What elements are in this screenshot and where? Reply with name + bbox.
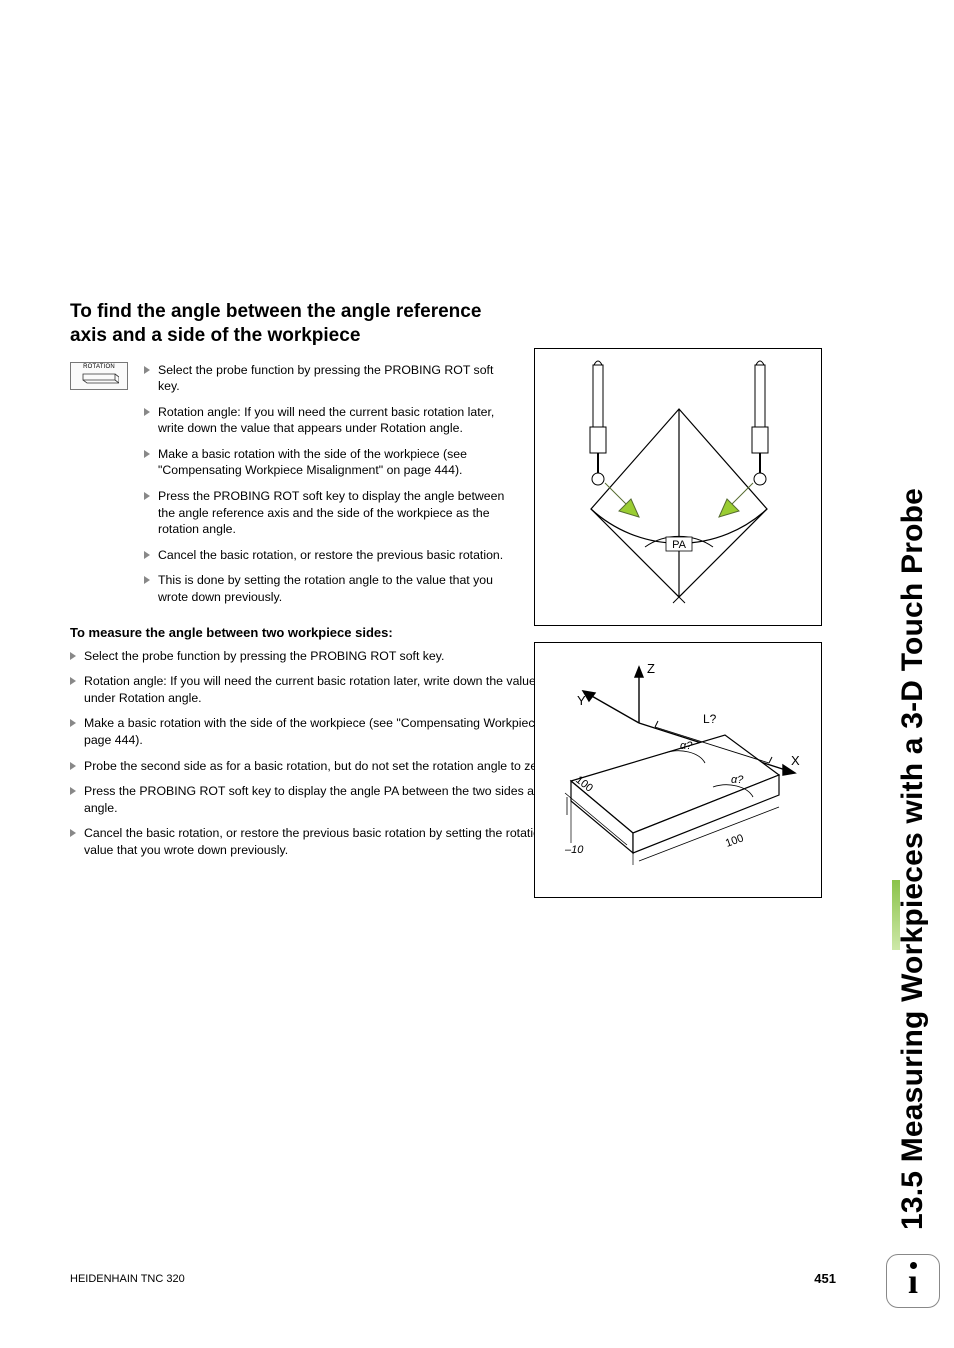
dim-x: 100	[724, 832, 745, 850]
label-pa: PA	[672, 539, 687, 551]
instruction-list-1: Select the probe function by pressing th…	[144, 362, 510, 606]
list-item: Make a basic rotation with the side of t…	[144, 446, 510, 479]
list-item: This is done by setting the rotation ang…	[144, 572, 510, 605]
dim-z: –10	[564, 844, 584, 856]
softkey-probing-rot[interactable]: ROTATION	[70, 362, 128, 390]
figure-isometric-block: Z Y X L? α? α? 100	[534, 642, 822, 898]
list-item: Cancel the basic rotation, or restore th…	[144, 547, 510, 564]
figure-probe-angle: PA	[534, 348, 822, 626]
probe-left-icon	[590, 361, 606, 485]
label-alpha-1: α?	[680, 740, 693, 752]
list-item: Rotation angle: If you will need the cur…	[144, 404, 510, 437]
side-accent-bar	[892, 880, 900, 950]
info-icon: ı	[886, 1254, 940, 1308]
page-footer: HEIDENHAIN TNC 320 451	[70, 1271, 890, 1286]
axis-z-label: Z	[647, 661, 655, 676]
axis-y-label: Y	[577, 693, 586, 708]
side-section-title: 13.5 Measuring Workpieces with a 3-D Tou…	[896, 290, 940, 1230]
probe-right-icon	[752, 361, 768, 485]
label-length: L?	[703, 712, 717, 726]
axis-x-label: X	[791, 753, 800, 768]
softkey-icon	[79, 370, 119, 384]
footer-product: HEIDENHAIN TNC 320	[70, 1273, 185, 1285]
footer-page-number: 451	[814, 1271, 836, 1286]
list-item: Press the PROBING ROT soft key to displa…	[144, 488, 510, 538]
label-alpha-2: α?	[731, 774, 744, 786]
list-item: Select the probe function by pressing th…	[144, 362, 510, 395]
section-heading: To find the angle between the angle refe…	[70, 300, 510, 348]
